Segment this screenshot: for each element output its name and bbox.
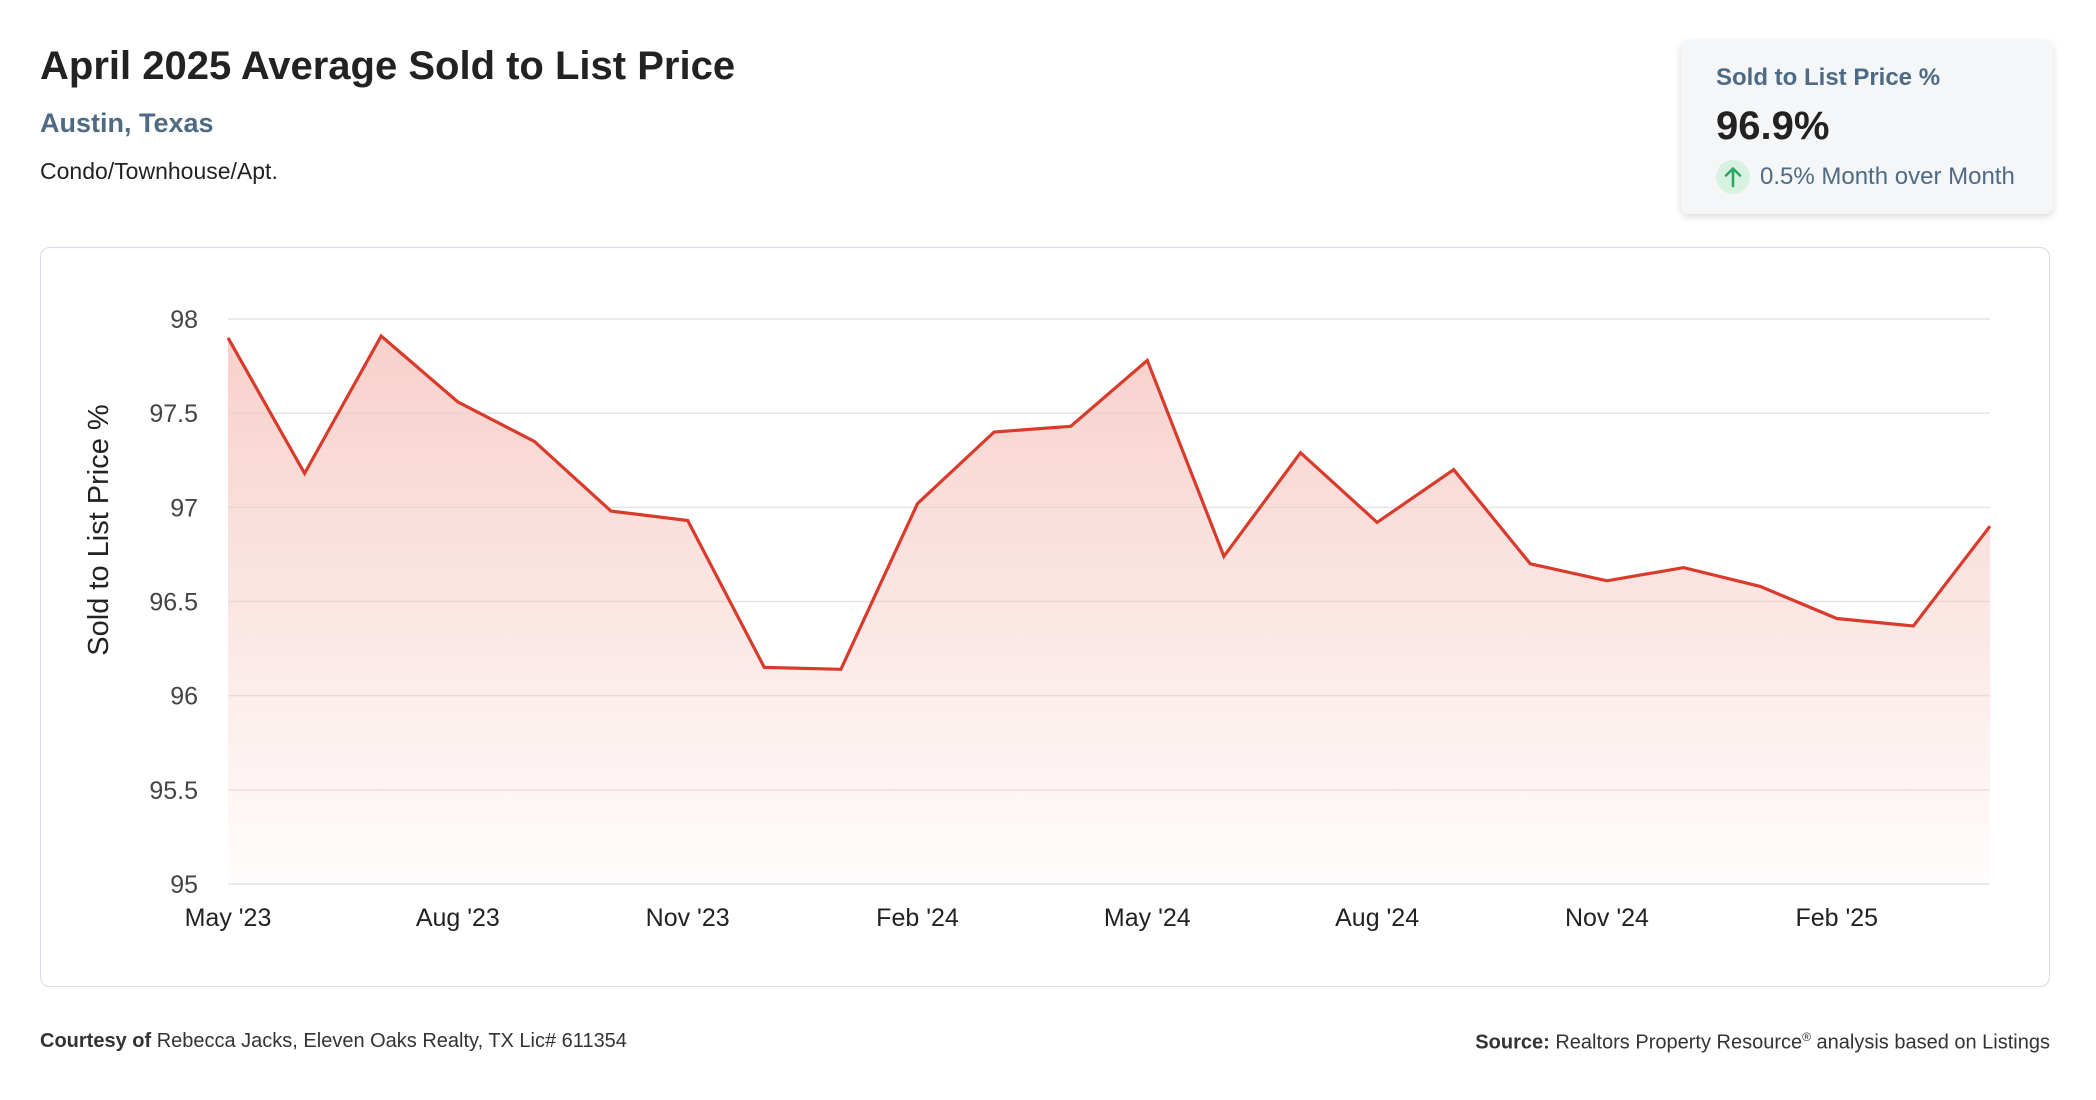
data-point	[991, 429, 997, 435]
data-point	[761, 664, 767, 670]
x-tick-label: May '24	[1104, 904, 1191, 932]
data-point	[1834, 615, 1840, 621]
y-tick-label: 98	[170, 306, 198, 334]
data-point	[225, 335, 231, 341]
arrow-up-icon	[1716, 160, 1750, 194]
data-point	[1374, 519, 1380, 525]
location-subtitle: Austin, Texas	[40, 108, 214, 138]
courtesy-text: Rebecca Jacks, Eleven Oaks Realty, TX Li…	[156, 1030, 627, 1052]
y-tick-label: 95	[170, 871, 198, 899]
y-tick-label: 97.5	[149, 400, 198, 428]
y-tick-label: 96	[170, 683, 198, 711]
x-tick-label: Aug '23	[416, 904, 500, 932]
data-point	[685, 518, 691, 524]
data-point	[455, 399, 461, 405]
courtesy-label: Courtesy of	[40, 1030, 152, 1052]
series-line	[226, 333, 1992, 671]
area-fill	[228, 336, 1990, 884]
source-text: Realtors Property Resource	[1555, 1031, 1803, 1054]
x-tick-label: Nov '23	[646, 904, 730, 932]
registered-mark: ®	[1802, 1030, 1811, 1044]
change-text: 0.5% Month over Month	[1760, 163, 2015, 190]
data-point	[378, 333, 384, 339]
y-axis-label: Sold to List Price %	[83, 404, 115, 655]
summary-card-change: 0.5% Month over Month	[1716, 160, 2015, 194]
summary-card-value: 96.9%	[1716, 104, 1830, 148]
courtesy-footer: Courtesy of Rebecca Jacks, Eleven Oaks R…	[40, 1030, 627, 1053]
data-point	[1451, 467, 1457, 473]
sold-to-list-line-chart: 98 97.5 97 96.5 96 95.5 95 May '23 Aug '23 Nov '…	[83, 306, 1993, 932]
x-tick-label: Aug '24	[1335, 904, 1419, 932]
data-point	[1144, 357, 1150, 363]
data-point	[608, 508, 614, 514]
summary-card: Sold to List Price % 96.9% 0.5% Month ov…	[1681, 40, 2053, 214]
x-tick-label: May '23	[185, 904, 272, 932]
y-tick-label: 97	[170, 494, 198, 522]
y-tick-label: 95.5	[149, 777, 198, 805]
data-point	[1757, 583, 1763, 589]
data-point	[1298, 450, 1304, 456]
source-label: Source:	[1475, 1031, 1550, 1054]
y-tick-label: 96.5	[149, 589, 198, 617]
source-footer: Source: Realtors Property Resource® anal…	[1475, 1030, 2050, 1055]
data-point	[1604, 578, 1610, 584]
summary-card-label: Sold to List Price %	[1716, 64, 1941, 91]
data-point	[1681, 565, 1687, 571]
data-point	[1221, 553, 1227, 559]
chart-panel: 98 97.5 97 96.5 96 95.5 95 May '23 Aug '23 Nov '…	[40, 247, 2050, 987]
source-text-suffix: analysis based on Listings	[1816, 1031, 2050, 1054]
data-point	[1068, 423, 1074, 429]
page-title: April 2025 Average Sold to List Price	[40, 44, 736, 88]
data-point	[1910, 623, 1916, 629]
x-tick-label: Feb '24	[876, 904, 959, 932]
property-type-label: Condo/Townhouse/Apt.	[40, 158, 278, 184]
data-point	[914, 501, 920, 507]
data-point	[531, 438, 537, 444]
data-point	[1987, 523, 1993, 529]
data-point	[302, 470, 308, 476]
x-tick-label: Nov '24	[1565, 904, 1649, 932]
data-point	[838, 666, 844, 672]
x-tick-label: Feb '25	[1795, 904, 1878, 932]
data-point	[1527, 561, 1533, 567]
